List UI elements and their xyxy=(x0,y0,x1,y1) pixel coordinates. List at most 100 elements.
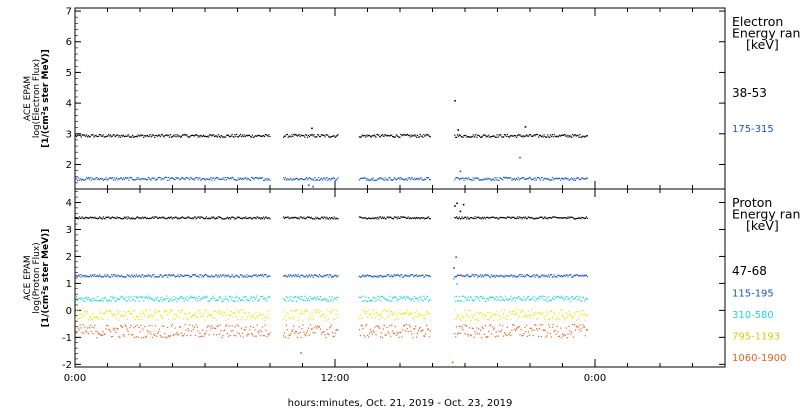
data-point xyxy=(409,179,411,181)
data-point xyxy=(460,300,462,302)
data-point xyxy=(380,295,383,297)
data-point xyxy=(127,330,129,332)
data-point xyxy=(493,135,495,137)
data-point xyxy=(558,296,560,298)
data-point xyxy=(585,297,587,299)
data-point xyxy=(79,274,81,276)
data-point xyxy=(109,135,111,137)
data-point xyxy=(108,299,110,301)
data-point xyxy=(519,334,521,336)
data-point xyxy=(521,135,523,137)
data-point xyxy=(160,217,162,219)
data-point xyxy=(359,276,361,278)
data-point xyxy=(405,134,407,136)
data-point xyxy=(390,275,392,277)
data-point xyxy=(126,328,128,330)
data-point xyxy=(368,275,370,277)
data-point xyxy=(565,274,567,276)
data-point xyxy=(146,275,148,277)
data-point xyxy=(109,217,111,219)
data-point xyxy=(221,336,223,339)
series-47-68 xyxy=(75,202,588,220)
data-point xyxy=(151,217,153,219)
data-point xyxy=(333,309,335,311)
data-point xyxy=(267,333,269,335)
data-point xyxy=(251,177,253,179)
data-point xyxy=(195,275,197,277)
data-point xyxy=(467,274,469,276)
data-point xyxy=(93,178,95,180)
data-point xyxy=(387,134,389,136)
data-point xyxy=(98,216,101,218)
data-point xyxy=(259,217,261,219)
data-point xyxy=(505,315,507,317)
data-point xyxy=(307,275,310,277)
data-point xyxy=(482,217,484,220)
data-point xyxy=(101,276,103,278)
data-point xyxy=(485,300,487,302)
data-point xyxy=(429,299,431,301)
data-point xyxy=(579,296,581,298)
data-point xyxy=(283,217,286,220)
data-point xyxy=(475,296,477,298)
data-point xyxy=(392,314,394,316)
data-point xyxy=(240,299,242,301)
data-point xyxy=(77,177,79,179)
data-point xyxy=(370,317,372,319)
data-point xyxy=(268,275,270,277)
data-point xyxy=(298,326,300,328)
data-point xyxy=(175,333,177,335)
data-point xyxy=(265,297,267,299)
data-point xyxy=(111,315,113,317)
data-point xyxy=(369,313,372,315)
data-point xyxy=(139,275,141,277)
data-point xyxy=(239,274,241,276)
data-point xyxy=(161,300,163,302)
data-point xyxy=(538,177,541,180)
data-point xyxy=(319,275,321,277)
data-point xyxy=(122,177,125,179)
data-point xyxy=(392,136,395,138)
data-point xyxy=(203,297,206,299)
data-point xyxy=(458,216,460,218)
data-point xyxy=(464,309,466,311)
data-point xyxy=(294,309,296,311)
data-point xyxy=(489,217,491,219)
data-point xyxy=(573,134,576,136)
data-point xyxy=(217,177,219,179)
data-point xyxy=(330,311,333,313)
data-point xyxy=(579,274,581,276)
data-point xyxy=(91,134,93,136)
data-point xyxy=(516,178,518,181)
data-point xyxy=(185,329,187,331)
data-point xyxy=(363,217,365,219)
data-point xyxy=(509,331,511,333)
data-point xyxy=(306,310,309,312)
data-point xyxy=(283,332,286,334)
data-point xyxy=(147,315,149,318)
data-point xyxy=(122,314,124,316)
data-point xyxy=(416,178,418,180)
data-point xyxy=(523,216,525,218)
data-point xyxy=(110,312,113,315)
data-point xyxy=(167,179,169,181)
data-point xyxy=(148,135,150,137)
data-point xyxy=(513,324,515,326)
data-point xyxy=(262,275,265,278)
data-point xyxy=(385,310,387,312)
data-point xyxy=(514,177,516,180)
data-point xyxy=(242,276,244,278)
data-point xyxy=(548,178,550,180)
data-point xyxy=(573,275,575,277)
data-point xyxy=(555,275,557,278)
data-point xyxy=(399,275,401,278)
data-point xyxy=(135,178,137,180)
data-point xyxy=(483,275,485,277)
data-point xyxy=(486,274,488,276)
data-point xyxy=(481,313,483,315)
data-point xyxy=(263,179,265,181)
data-point xyxy=(512,298,514,300)
data-point xyxy=(398,217,400,219)
data-point xyxy=(130,276,132,278)
data-point xyxy=(104,218,106,220)
